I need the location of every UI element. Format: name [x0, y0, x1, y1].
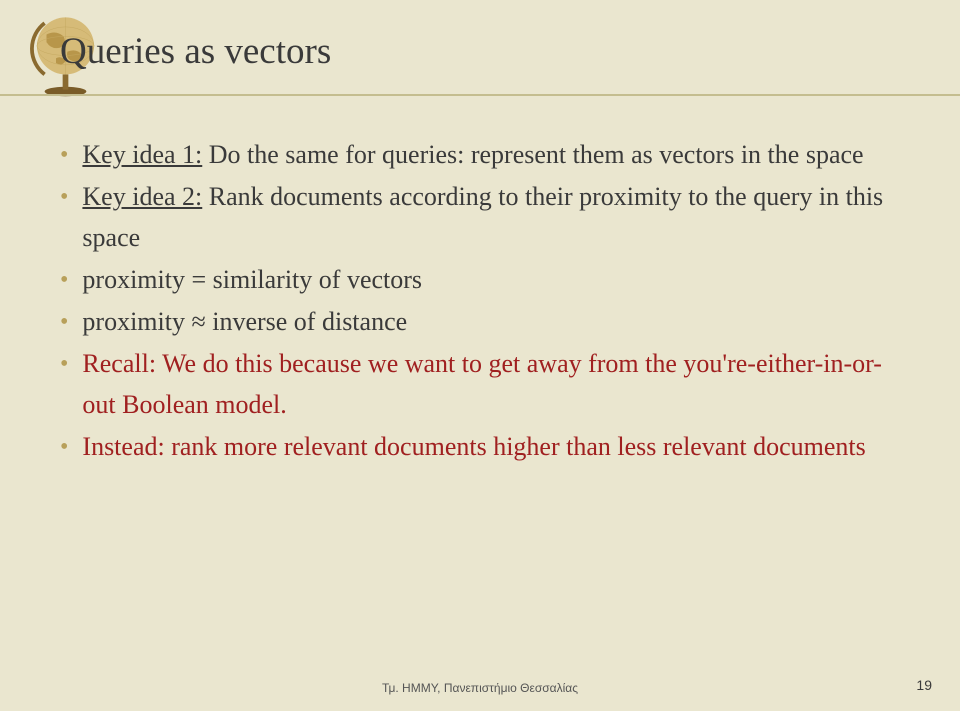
- bullet-item: • proximity = similarity of vectors: [60, 260, 910, 300]
- key-idea-label: Key idea 2:: [82, 182, 202, 211]
- header-divider: [0, 94, 960, 96]
- bullet-item: • Key idea 1: Do the same for queries: re…: [60, 135, 910, 175]
- bullet-text: Key idea 2: Rank documents according to …: [82, 177, 910, 258]
- bullet-dot: •: [60, 304, 68, 341]
- bullet-text: proximity = similarity of vectors: [82, 260, 422, 300]
- bullet-item: • Key idea 2: Rank documents according to…: [60, 177, 910, 258]
- bullet-rest: Do the same for queries: represent them …: [202, 140, 863, 169]
- bullet-text: Instead: rank more relevant documents hi…: [82, 427, 865, 467]
- bullet-dot: •: [60, 179, 68, 216]
- bullet-text: Recall: We do this because we want to ge…: [82, 344, 910, 425]
- bullet-item: • Instead: rank more relevant documents h…: [60, 427, 910, 467]
- bullet-text: proximity ≈ inverse of distance: [82, 302, 407, 342]
- bullet-rest: Rank documents according to their proxim…: [82, 182, 883, 251]
- bullet-text: Key idea 1: Do the same for queries: rep…: [82, 135, 863, 175]
- content-area: • Key idea 1: Do the same for queries: re…: [60, 135, 910, 469]
- bullet-dot: •: [60, 137, 68, 174]
- page-number: 19: [916, 677, 932, 693]
- bullet-dot: •: [60, 346, 68, 383]
- footer-text: Τμ. ΗΜΜΥ, Πανεπιστήμιο Θεσσαλίας: [0, 681, 960, 695]
- key-idea-label: Key idea 1:: [82, 140, 202, 169]
- bullet-item: • proximity ≈ inverse of distance: [60, 302, 910, 342]
- bullet-dot: •: [60, 429, 68, 466]
- slide-title: Queries as vectors: [60, 30, 331, 73]
- bullet-dot: •: [60, 262, 68, 299]
- bullet-item: • Recall: We do this because we want to g…: [60, 344, 910, 425]
